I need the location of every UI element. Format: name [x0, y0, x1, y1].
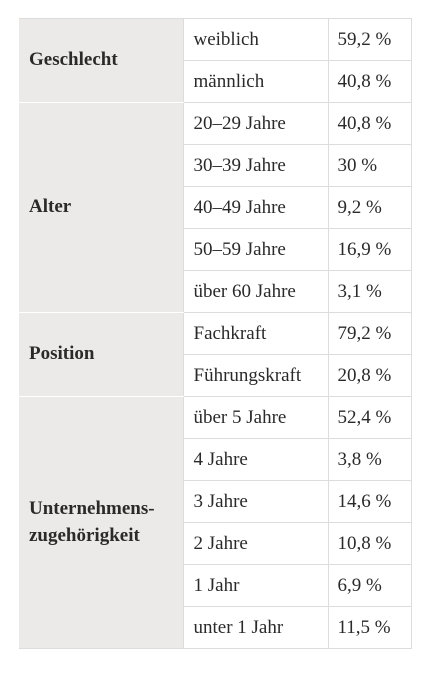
- table-row: 2 Jahre 10,8 %: [19, 522, 412, 565]
- percentage-value: 59,2 %: [328, 18, 412, 61]
- subcategory-label: Führungskraft: [183, 354, 329, 397]
- percentage-value: 79,2 %: [328, 312, 412, 355]
- category-age: Alter: [19, 102, 184, 313]
- table-row: 4 Jahre 3,8 %: [19, 438, 412, 481]
- subcategory-label: männlich: [183, 60, 329, 103]
- subcategory-label: 30–39 Jahre: [183, 144, 329, 187]
- table-row: Geschlecht weiblich 59,2 %: [19, 18, 412, 103]
- subcategory-label: 2 Jahre: [183, 522, 329, 565]
- category-label-line: Unternehmens-: [29, 497, 155, 519]
- table-row: 40–49 Jahre 9,2 %: [19, 186, 412, 229]
- percentage-value: 16,9 %: [328, 228, 412, 271]
- demographics-table: Geschlecht weiblich 59,2 % männlich 40,8…: [19, 18, 412, 649]
- category-position: Position: [19, 312, 184, 397]
- percentage-value: 40,8 %: [328, 60, 412, 103]
- table-row: unter 1 Jahr 11,5 %: [19, 606, 412, 649]
- table-row: 50–59 Jahre 16,9 %: [19, 228, 412, 271]
- subcategory-label: Fachkraft: [183, 312, 329, 355]
- category-gender: Geschlecht: [19, 18, 184, 103]
- percentage-value: 9,2 %: [328, 186, 412, 229]
- category-tenure: Unternehmens- zugehörigkeit: [19, 396, 184, 649]
- subcategory-label: 50–59 Jahre: [183, 228, 329, 271]
- percentage-value: 3,8 %: [328, 438, 412, 481]
- subcategory-label: weiblich: [183, 18, 329, 61]
- table-row: Unternehmens- zugehörigkeit über 5 Jahre…: [19, 396, 412, 649]
- table-row: 30–39 Jahre 30 %: [19, 144, 412, 187]
- table-row: 3 Jahre 14,6 %: [19, 480, 412, 523]
- subcategory-label: 4 Jahre: [183, 438, 329, 481]
- percentage-value: 10,8 %: [328, 522, 412, 565]
- category-label-line: zugehörigkeit: [29, 524, 140, 546]
- table-row: über 60 Jahre 3,1 %: [19, 270, 412, 313]
- subcategory-label: 40–49 Jahre: [183, 186, 329, 229]
- percentage-value: 11,5 %: [328, 606, 412, 649]
- subcategory-label: über 5 Jahre: [183, 396, 329, 439]
- table-row: 1 Jahr 6,9 %: [19, 564, 412, 607]
- subcategory-label: über 60 Jahre: [183, 270, 329, 313]
- table-row: männlich 40,8 %: [19, 60, 412, 103]
- percentage-value: 30 %: [328, 144, 412, 187]
- table-row: Führungskraft 20,8 %: [19, 354, 412, 397]
- percentage-value: 14,6 %: [328, 480, 412, 523]
- percentage-value: 3,1 %: [328, 270, 412, 313]
- subcategory-label: 20–29 Jahre: [183, 102, 329, 145]
- table-row: Alter 20–29 Jahre 40,8 %: [19, 102, 412, 313]
- table-row: Position Fachkraft 79,2 %: [19, 312, 412, 397]
- percentage-value: 6,9 %: [328, 564, 412, 607]
- subcategory-label: unter 1 Jahr: [183, 606, 329, 649]
- percentage-value: 40,8 %: [328, 102, 412, 145]
- percentage-value: 52,4 %: [328, 396, 412, 439]
- subcategory-label: 1 Jahr: [183, 564, 329, 607]
- percentage-value: 20,8 %: [328, 354, 412, 397]
- subcategory-label: 3 Jahre: [183, 480, 329, 523]
